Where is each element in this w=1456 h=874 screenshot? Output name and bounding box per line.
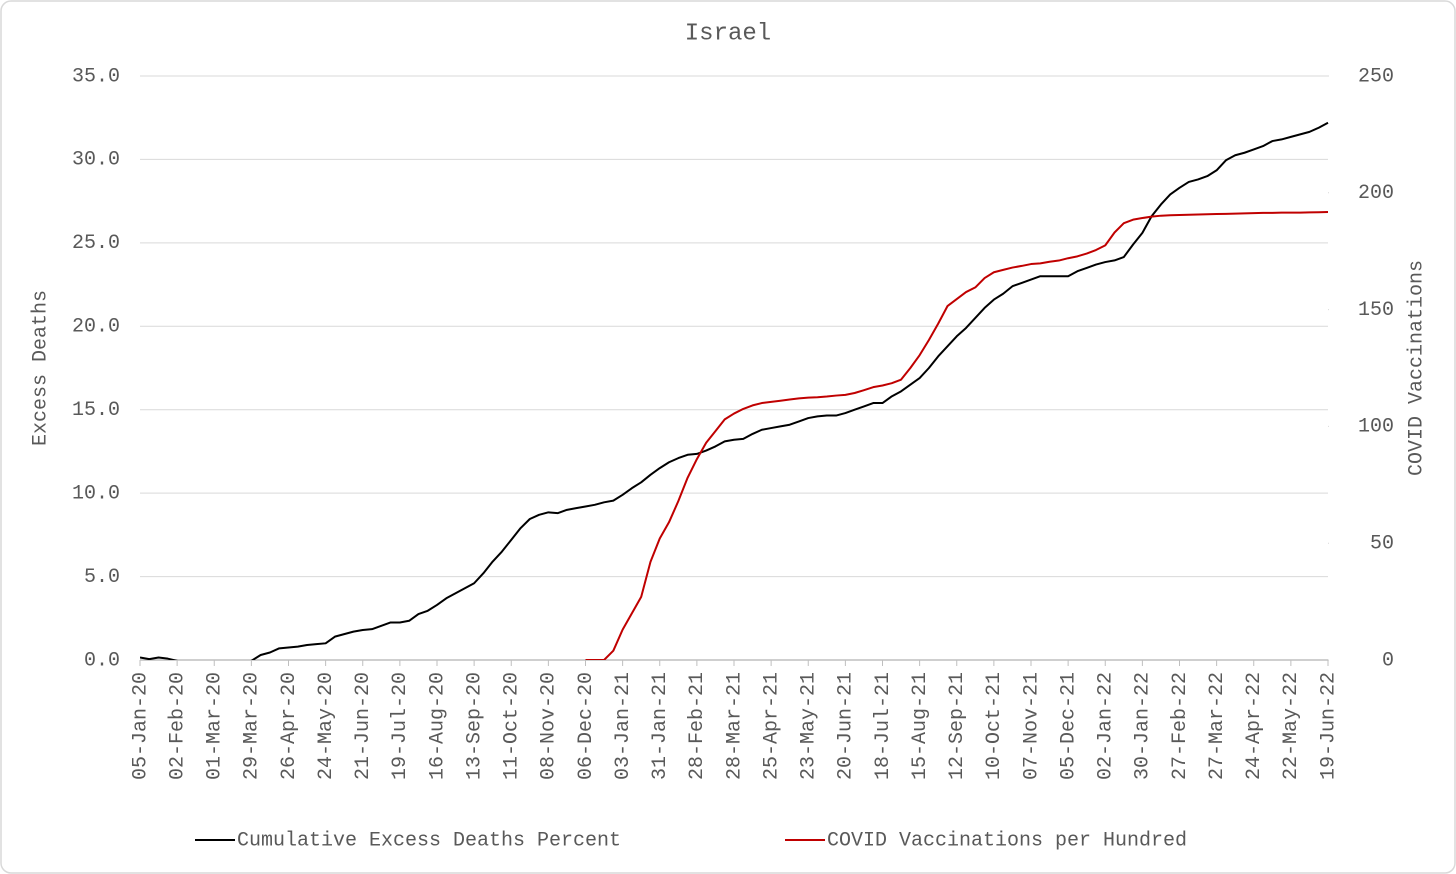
x-tick-label: 15-Aug-21 xyxy=(909,672,932,780)
x-tick-label: 27-Feb-22 xyxy=(1169,672,1192,780)
y-axis-title: Excess Deaths xyxy=(29,290,52,446)
y2-tick-label: 200 xyxy=(1358,182,1394,205)
x-tick-label: 07-Nov-21 xyxy=(1020,672,1043,780)
x-tick-label: 24-May-20 xyxy=(315,672,338,780)
x-tick-label: 02-Feb-20 xyxy=(166,672,189,780)
y-tick-label: 0.0 xyxy=(84,649,120,672)
x-tick-label: 19-Jul-20 xyxy=(389,672,412,780)
y2-axis-title: COVID Vaccinations xyxy=(1405,260,1428,476)
y2-tick-label: 0 xyxy=(1382,649,1394,672)
x-tick-label: 16-Aug-20 xyxy=(426,672,449,780)
x-tick-label: 21-Jun-20 xyxy=(352,672,375,780)
x-tick-label: 28-Feb-21 xyxy=(686,672,709,780)
x-tick-label: 26-Apr-20 xyxy=(278,672,301,780)
x-tick-label: 03-Jan-21 xyxy=(612,672,635,780)
x-tick-label: 06-Dec-20 xyxy=(575,672,598,780)
x-tick-label: 11-Oct-20 xyxy=(501,672,524,780)
x-tick-label: 30-Jan-22 xyxy=(1132,672,1155,780)
y2-tick-label: 50 xyxy=(1370,532,1394,555)
x-tick-label: 08-Nov-20 xyxy=(538,672,561,780)
x-tick-label: 02-Jan-22 xyxy=(1095,672,1118,780)
y-tick-label: 35.0 xyxy=(72,65,120,88)
x-tick-label: 20-Jun-21 xyxy=(835,672,858,780)
y-tick-label: 20.0 xyxy=(72,316,120,339)
x-tick-label: 28-Mar-21 xyxy=(723,672,746,780)
y-tick-label: 10.0 xyxy=(72,482,120,505)
y-tick-label: 30.0 xyxy=(72,149,120,172)
x-tick-label: 12-Sep-21 xyxy=(946,672,969,780)
data-line xyxy=(140,121,1329,660)
x-tick-label: 29-Mar-20 xyxy=(241,672,264,780)
x-tick-label: 25-Apr-21 xyxy=(760,672,783,780)
legend-label: COVID Vaccinations per Hundred xyxy=(827,829,1187,852)
y2-tick-label: 150 xyxy=(1358,299,1394,322)
y2-tick-label: 250 xyxy=(1358,65,1394,88)
x-tick-label: 27-Mar-22 xyxy=(1206,672,1229,780)
x-tick-label: 05-Jan-20 xyxy=(129,672,152,780)
y2-tick-label: 100 xyxy=(1358,416,1394,439)
y-tick-label: 15.0 xyxy=(72,399,120,422)
x-tick-label: 13-Sep-20 xyxy=(463,672,486,780)
x-tick-label: 05-Dec-21 xyxy=(1057,672,1080,780)
x-tick-label: 23-May-21 xyxy=(798,672,821,780)
x-tick-label: 24-Apr-22 xyxy=(1243,672,1266,780)
x-tick-label: 18-Jul-21 xyxy=(872,672,895,780)
x-tick-label: 19-Jun-22 xyxy=(1317,672,1340,780)
x-tick-label: 01-Mar-20 xyxy=(204,672,227,780)
chart-title: Israel xyxy=(685,20,771,47)
x-tick-label: 10-Oct-21 xyxy=(983,672,1006,780)
y-tick-label: 25.0 xyxy=(72,232,120,255)
y-tick-label: 5.0 xyxy=(84,566,120,589)
plot-area xyxy=(140,121,1329,660)
legend-label: Cumulative Excess Deaths Percent xyxy=(237,829,621,852)
x-tick-label: 22-May-22 xyxy=(1280,672,1303,780)
x-tick-label: 31-Jan-21 xyxy=(649,672,672,780)
data-line xyxy=(585,210,1329,660)
